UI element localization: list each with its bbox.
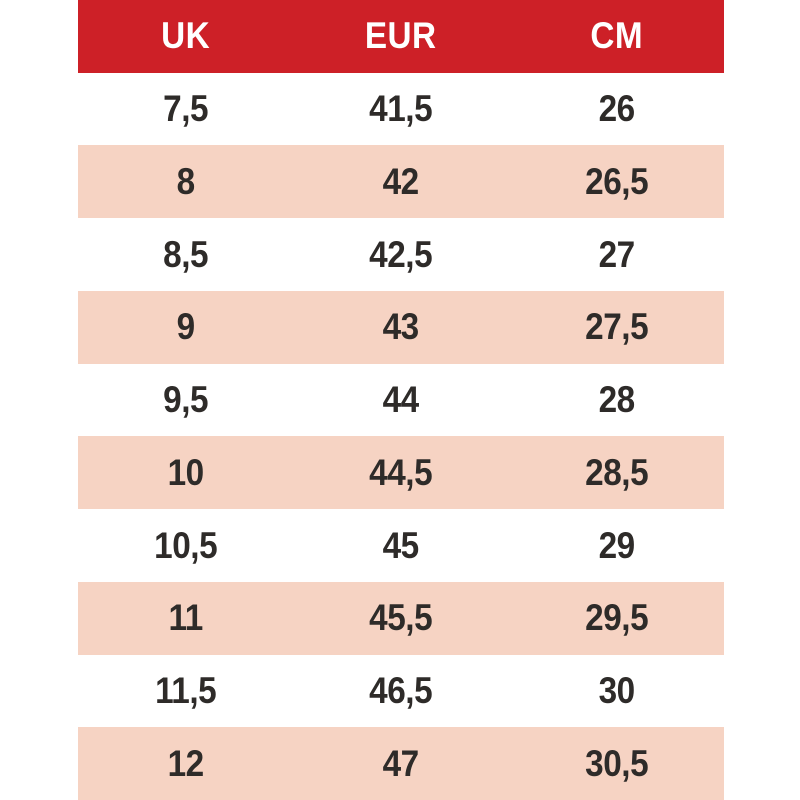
column-header-uk: UK bbox=[161, 15, 211, 57]
table-cell: 42,5 bbox=[369, 233, 433, 275]
table-cell: 45,5 bbox=[369, 597, 433, 639]
table-cell: 28,5 bbox=[584, 451, 648, 493]
table-row: 8 42 26,5 bbox=[78, 145, 724, 219]
table-cell: 8 bbox=[176, 160, 196, 202]
table-cell: 30,5 bbox=[584, 742, 648, 784]
table-cell: 43 bbox=[382, 306, 420, 348]
table-cell: 7,5 bbox=[163, 88, 209, 130]
column-header-cm: CM bbox=[589, 15, 643, 57]
table-cell: 10 bbox=[167, 451, 205, 493]
table-cell: 28 bbox=[598, 379, 635, 421]
table-cell: 11 bbox=[168, 597, 204, 639]
table-row: 12 47 30,5 bbox=[78, 727, 724, 800]
table-cell: 10,5 bbox=[154, 524, 218, 566]
table-cell: 8,5 bbox=[163, 233, 209, 275]
table-cell: 30 bbox=[598, 669, 635, 711]
table-cell: 27,5 bbox=[584, 306, 648, 348]
table-cell: 42 bbox=[382, 160, 420, 202]
table-cell: 9 bbox=[176, 306, 196, 348]
table-cell: 41,5 bbox=[369, 88, 433, 130]
table-cell: 44,5 bbox=[369, 451, 433, 493]
column-header-eur: EUR bbox=[365, 15, 437, 57]
table-row: 9,5 44 28 bbox=[78, 363, 724, 437]
table-row: 10,5 45 29 bbox=[78, 509, 724, 582]
table-cell: 29,5 bbox=[584, 597, 648, 639]
table-cell: 45 bbox=[382, 524, 420, 566]
table-row: 7,5 41,5 26 bbox=[78, 72, 724, 146]
table-cell: 46,5 bbox=[369, 669, 433, 711]
table-cell: 26,5 bbox=[584, 160, 648, 202]
table-cell: 26 bbox=[598, 88, 635, 130]
table-row: 8,5 42,5 27 bbox=[78, 218, 724, 291]
table-cell: 47 bbox=[382, 742, 420, 784]
table-cell: 9,5 bbox=[163, 379, 209, 421]
table-cell: 44 bbox=[382, 379, 420, 421]
table-row: 9 43 27,5 bbox=[78, 290, 724, 364]
table-row: 11 45,5 29,5 bbox=[78, 581, 724, 655]
table-cell: 12 bbox=[167, 742, 205, 784]
table-cell: 27 bbox=[598, 233, 635, 275]
table-header-row: UK EUR CM bbox=[78, 0, 724, 73]
table-row: 10 44,5 28,5 bbox=[78, 436, 724, 510]
table-cell: 11,5 bbox=[155, 669, 217, 711]
size-conversion-table: UK EUR CM 7,5 41,5 26 8 42 26,5 8,5 42,5 27 9 43 27… bbox=[78, 0, 724, 800]
table-cell: 29 bbox=[598, 524, 635, 566]
table-row: 11,5 46,5 30 bbox=[78, 654, 724, 728]
